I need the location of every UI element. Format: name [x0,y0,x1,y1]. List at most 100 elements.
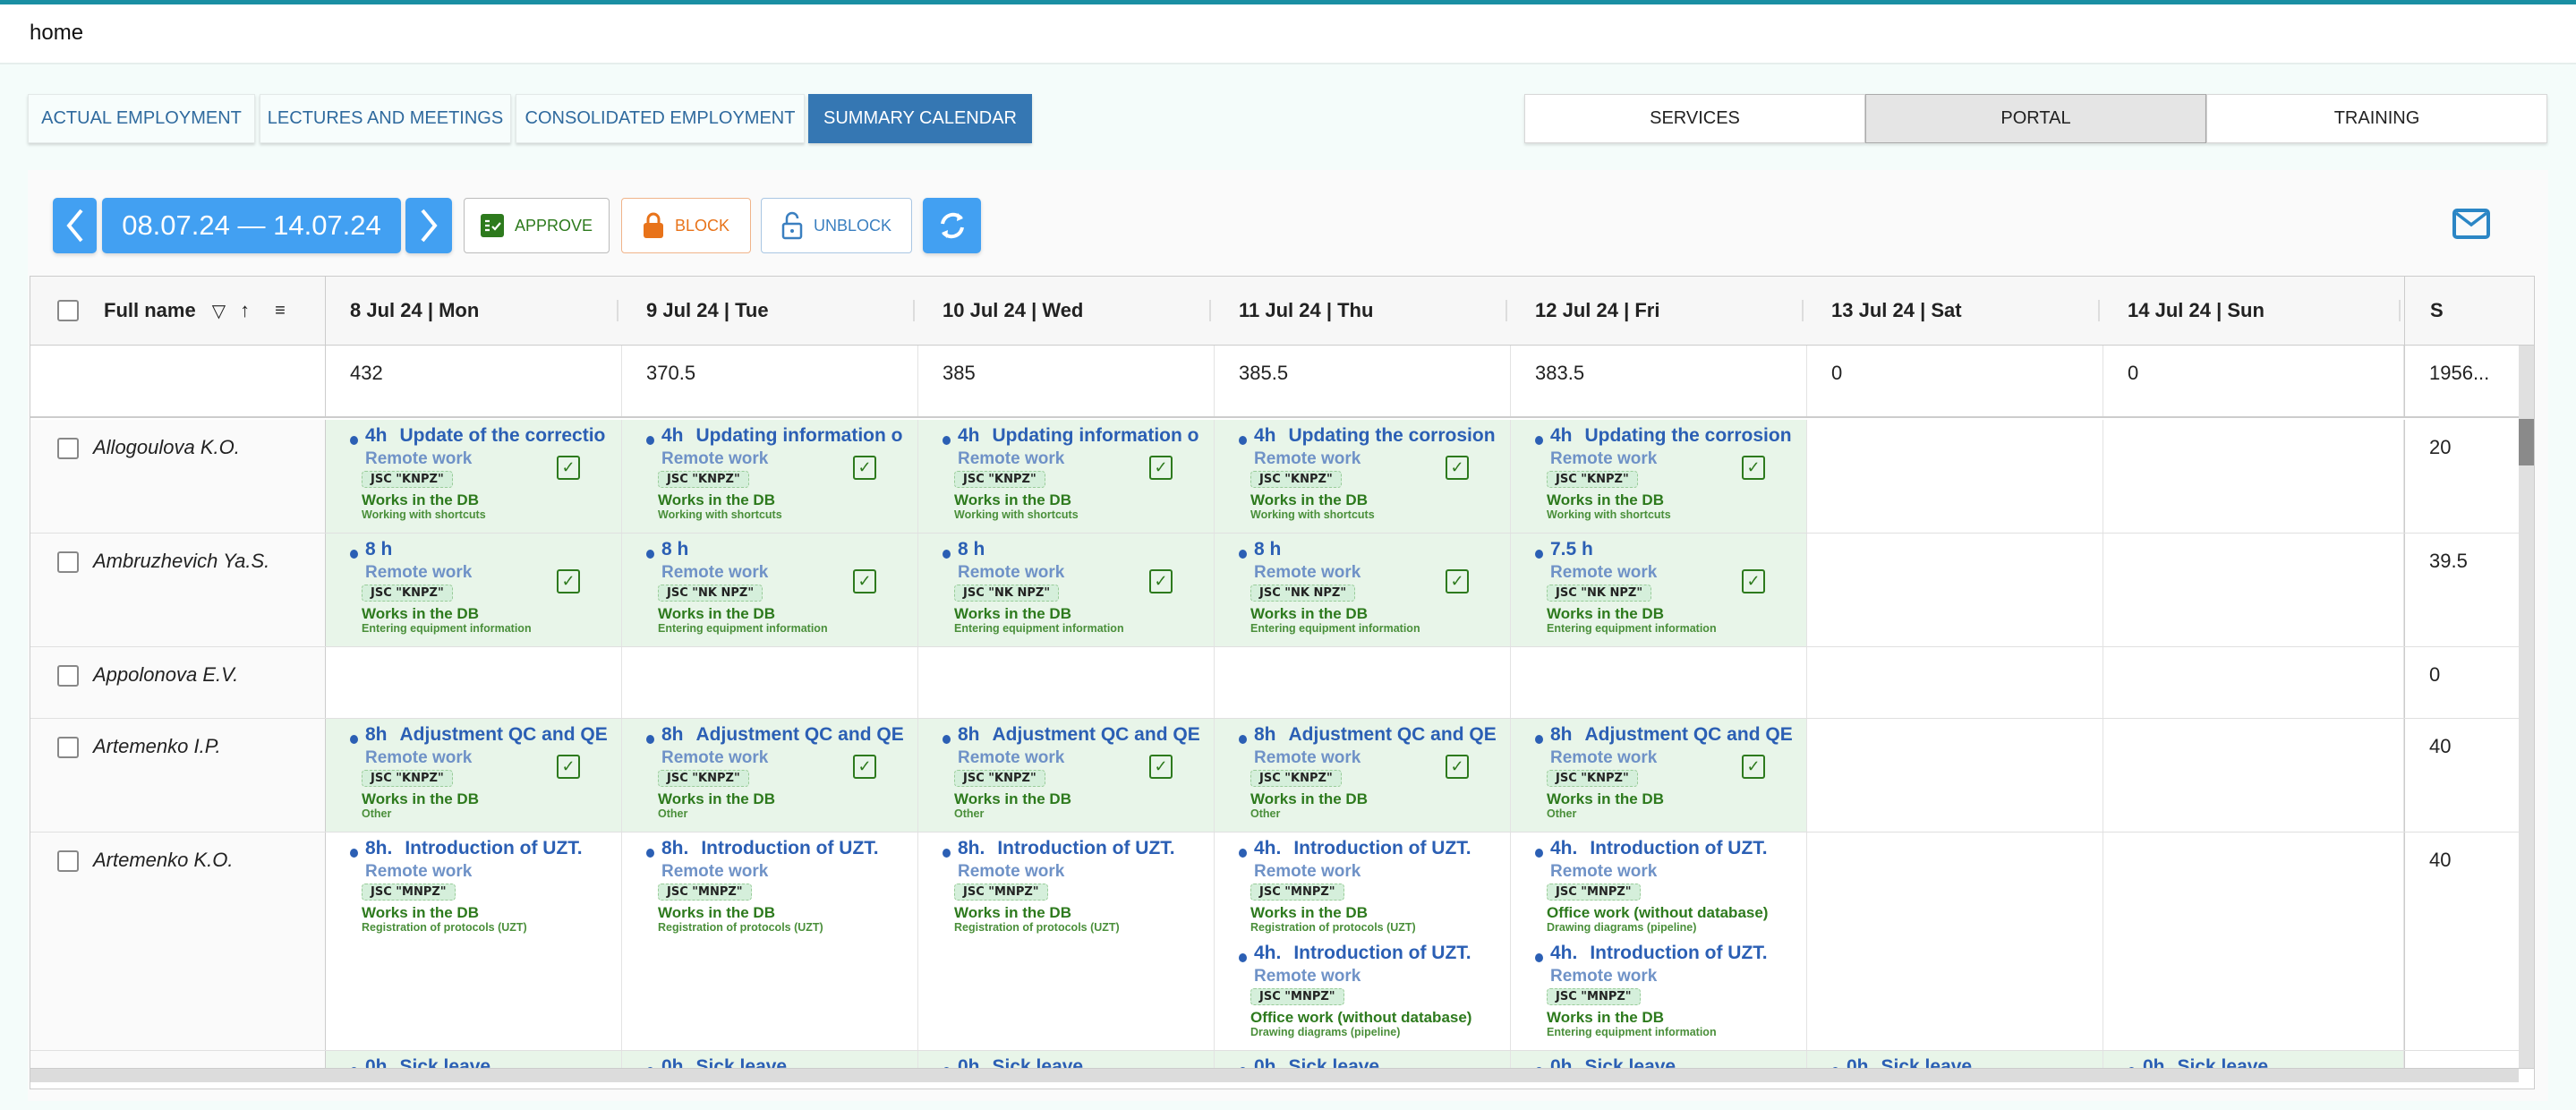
approved-checkbox[interactable]: ✓ [853,569,876,593]
row-checkbox[interactable] [57,551,79,573]
day-cell[interactable] [2103,534,2404,646]
approved-checkbox[interactable]: ✓ [1149,456,1173,480]
tab-consolidated-employment[interactable]: CONSOLIDATED EMPLOYMENT [516,94,805,143]
approved-checkbox[interactable]: ✓ [1446,456,1469,480]
day-cell[interactable] [1807,647,2103,718]
day-cell[interactable] [326,647,622,718]
day-header[interactable]: 12 Jul 24 | Fri [1511,277,1807,346]
employee-name[interactable]: Artemenko I.P. [93,735,221,757]
day-cell[interactable]: 8h Adjustment QC and QE Remote work JSC "K… [326,719,622,832]
approved-checkbox[interactable]: ✓ [1446,569,1469,593]
work-entry[interactable]: 4h. Introduction of UZT. Remote work JSC "… [1215,937,1510,1042]
day-cell[interactable]: 8h. Introduction of UZT. Remote work JSC "… [622,832,918,1050]
approved-checkbox[interactable]: ✓ [557,456,580,480]
day-header[interactable]: 8 Jul 24 | Mon [326,277,622,346]
employee-name[interactable]: Allogoulova K.O. [93,436,240,458]
day-cell[interactable]: 4h Update of the correctio Remote work JSC… [326,420,622,533]
full-name-header[interactable]: Full name ▽ ↑ ≡ [30,277,326,346]
work-entry[interactable]: 4h Update of the correctio Remote work JSC… [326,420,621,525]
tab-training[interactable]: TRAINING [2206,94,2547,143]
date-range-picker[interactable]: 08.07.24 — 14.07.24 [102,198,401,253]
unblock-button[interactable]: UNBLOCK [761,198,912,253]
day-cell[interactable]: 8h Adjustment QC and QE Remote work JSC "K… [1215,719,1511,832]
approved-checkbox[interactable]: ✓ [1149,755,1173,779]
horizontal-scroll-thumb[interactable] [30,1069,2519,1082]
work-entry[interactable]: 4h. Introduction of UZT. Remote work JSC "… [1215,832,1510,937]
day-cell[interactable]: 4h Updating information o Remote work JSC … [918,420,1215,533]
approved-checkbox[interactable]: ✓ [557,569,580,593]
work-entry[interactable]: 8h Adjustment QC and QE Remote work JSC "K… [1215,719,1510,824]
column-resize-handle[interactable] [617,300,618,321]
work-entry[interactable]: 8 h Remote work JSC "NK NPZ" Works in the… [622,534,917,638]
day-cell[interactable] [1215,647,1511,718]
vertical-scrollbar[interactable] [2519,346,2534,1068]
filter-icon[interactable]: ▽ [211,301,226,321]
column-resize-handle[interactable] [913,300,915,321]
approved-checkbox[interactable]: ✓ [853,456,876,480]
work-entry[interactable]: 8h Adjustment QC and QE Remote work JSC "K… [326,719,621,824]
column-resize-handle[interactable] [2098,300,2100,321]
day-cell[interactable]: 8h. Introduction of UZT. Remote work JSC "… [918,832,1215,1050]
work-entry[interactable]: 4h Updating the corrosion Remote work JSC … [1511,420,1806,525]
day-header[interactable]: 9 Jul 24 | Tue [622,277,918,346]
work-entry[interactable]: 8h. Introduction of UZT. Remote work JSC "… [918,832,1214,937]
approved-checkbox[interactable]: ✓ [557,755,580,779]
tab-portal[interactable]: PORTAL [1865,94,2206,143]
work-entry[interactable]: 8 h Remote work JSC "NK NPZ" Works in the… [1215,534,1510,638]
day-cell[interactable] [1807,420,2103,533]
prev-week-button[interactable] [53,198,97,253]
day-header[interactable]: 14 Jul 24 | Sun [2103,277,2404,346]
day-cell[interactable] [2103,647,2404,718]
row-checkbox[interactable] [57,850,79,872]
approved-checkbox[interactable]: ✓ [1742,569,1765,593]
day-cell[interactable] [2103,719,2404,832]
day-cell[interactable]: 4h Updating the corrosion Remote work JSC … [1511,420,1807,533]
tab-summary-calendar[interactable]: SUMMARY CALENDAR [808,94,1032,143]
employee-name[interactable]: Artemenko K.O. [93,849,234,871]
day-cell[interactable] [2103,420,2404,533]
work-entry[interactable]: 7.5 h Remote work JSC "NK NPZ" Works in t… [1511,534,1806,638]
day-cell[interactable]: 8 h Remote work JSC "NK NPZ" Works in the… [918,534,1215,646]
day-cell[interactable]: 7.5 h Remote work JSC "NK NPZ" Works in t… [1511,534,1807,646]
refresh-button[interactable] [923,198,981,253]
day-cell[interactable] [622,647,918,718]
column-menu-icon[interactable]: ≡ [275,300,286,320]
employee-name[interactable]: Ambruzhevich Ya.S. [93,550,270,572]
day-cell[interactable]: 4h Updating information o Remote work JSC … [622,420,918,533]
column-resize-handle[interactable] [2399,300,2401,321]
day-cell[interactable]: 8h. Introduction of UZT. Remote work JSC "… [326,832,622,1050]
day-header[interactable]: 10 Jul 24 | Wed [918,277,1215,346]
approved-checkbox[interactable]: ✓ [1446,755,1469,779]
employee-name[interactable]: Appolonova E.V. [93,663,239,686]
day-cell[interactable]: 8h Adjustment QC and QE Remote work JSC "K… [918,719,1215,832]
work-entry[interactable]: 4h. Introduction of UZT. Remote work JSC "… [1511,937,1806,1042]
work-entry[interactable]: 8h Adjustment QC and QE Remote work JSC "K… [622,719,917,824]
day-cell[interactable]: 8 h Remote work JSC "KNPZ" Works in the D… [326,534,622,646]
column-resize-handle[interactable] [1802,300,1804,321]
mail-icon[interactable] [2452,209,2490,243]
day-cell[interactable]: 4h. Introduction of UZT. Remote work JSC "… [1215,832,1511,1050]
day-cell[interactable] [2103,832,2404,1050]
row-checkbox[interactable] [57,737,79,758]
work-entry[interactable]: 4h Updating information o Remote work JSC … [918,420,1214,525]
work-entry[interactable]: 8 h Remote work JSC "KNPZ" Works in the D… [326,534,621,638]
work-entry[interactable]: 8h Adjustment QC and QE Remote work JSC "K… [918,719,1214,824]
approved-checkbox[interactable]: ✓ [1742,456,1765,480]
work-entry[interactable]: 4h Updating the corrosion Remote work JSC … [1215,420,1510,525]
work-entry[interactable]: 8h. Introduction of UZT. Remote work JSC "… [622,832,917,937]
row-checkbox[interactable] [57,665,79,687]
day-cell[interactable]: 4h Updating the corrosion Remote work JSC … [1215,420,1511,533]
work-entry[interactable]: 8h Adjustment QC and QE Remote work JSC "K… [1511,719,1806,824]
tab-services[interactable]: SERVICES [1524,94,1865,143]
select-all-checkbox[interactable] [57,300,79,321]
work-entry[interactable]: 8 h Remote work JSC "NK NPZ" Works in the… [918,534,1214,638]
day-header[interactable]: 13 Jul 24 | Sat [1807,277,2103,346]
day-cell[interactable] [1807,832,2103,1050]
column-resize-handle[interactable] [1209,300,1211,321]
day-cell[interactable] [1807,719,2103,832]
day-cell[interactable]: 8 h Remote work JSC "NK NPZ" Works in the… [1215,534,1511,646]
tab-lectures-and-meetings[interactable]: LECTURES AND MEETINGS [260,94,511,143]
day-header[interactable]: 11 Jul 24 | Thu [1215,277,1511,346]
day-cell[interactable]: 8 h Remote work JSC "NK NPZ" Works in the… [622,534,918,646]
page-title[interactable]: home [30,21,84,45]
